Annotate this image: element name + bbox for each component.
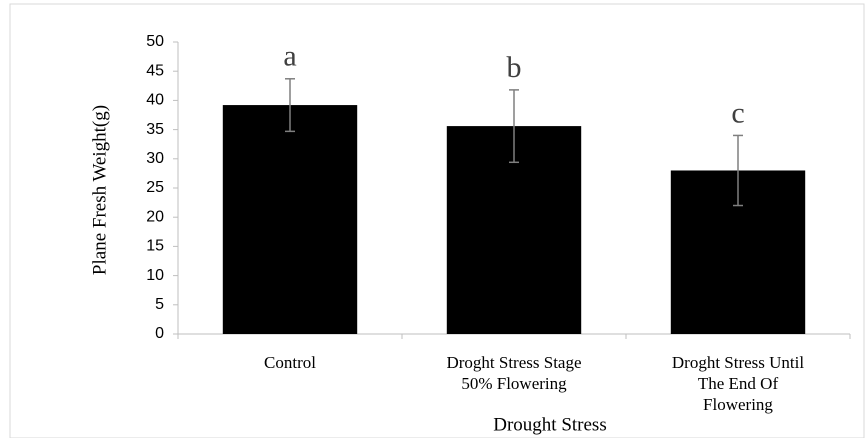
y-tick-label: 5 — [155, 296, 164, 313]
x-axis-label: Drought Stress — [493, 414, 606, 435]
y-tick-label: 15 — [146, 238, 164, 255]
y-axis-label: Plane Fresh Weight(g) — [89, 105, 110, 275]
y-tick-label: 0 — [155, 325, 164, 342]
y-tick-label: 20 — [146, 208, 164, 225]
x-tick-label: Droght Stress Until The End Of Flowering — [672, 353, 805, 414]
y-tick-label: 25 — [146, 179, 164, 196]
x-tick-label: Droght Stress Stage 50% Flowering — [446, 353, 581, 393]
x-tick-label: Control — [264, 353, 316, 372]
y-tick-label: 40 — [146, 92, 164, 109]
bar — [222, 105, 358, 335]
annotation: b — [507, 51, 522, 84]
annotation: c — [731, 96, 744, 129]
y-tick-label: 30 — [146, 150, 164, 167]
y-tick-label: 45 — [146, 62, 164, 79]
annotation: a — [283, 40, 296, 73]
y-tick-label: 35 — [146, 121, 164, 138]
y-tick-label: 10 — [146, 267, 164, 284]
chart-border — [9, 3, 865, 438]
y-tick-label: 50 — [146, 33, 164, 50]
